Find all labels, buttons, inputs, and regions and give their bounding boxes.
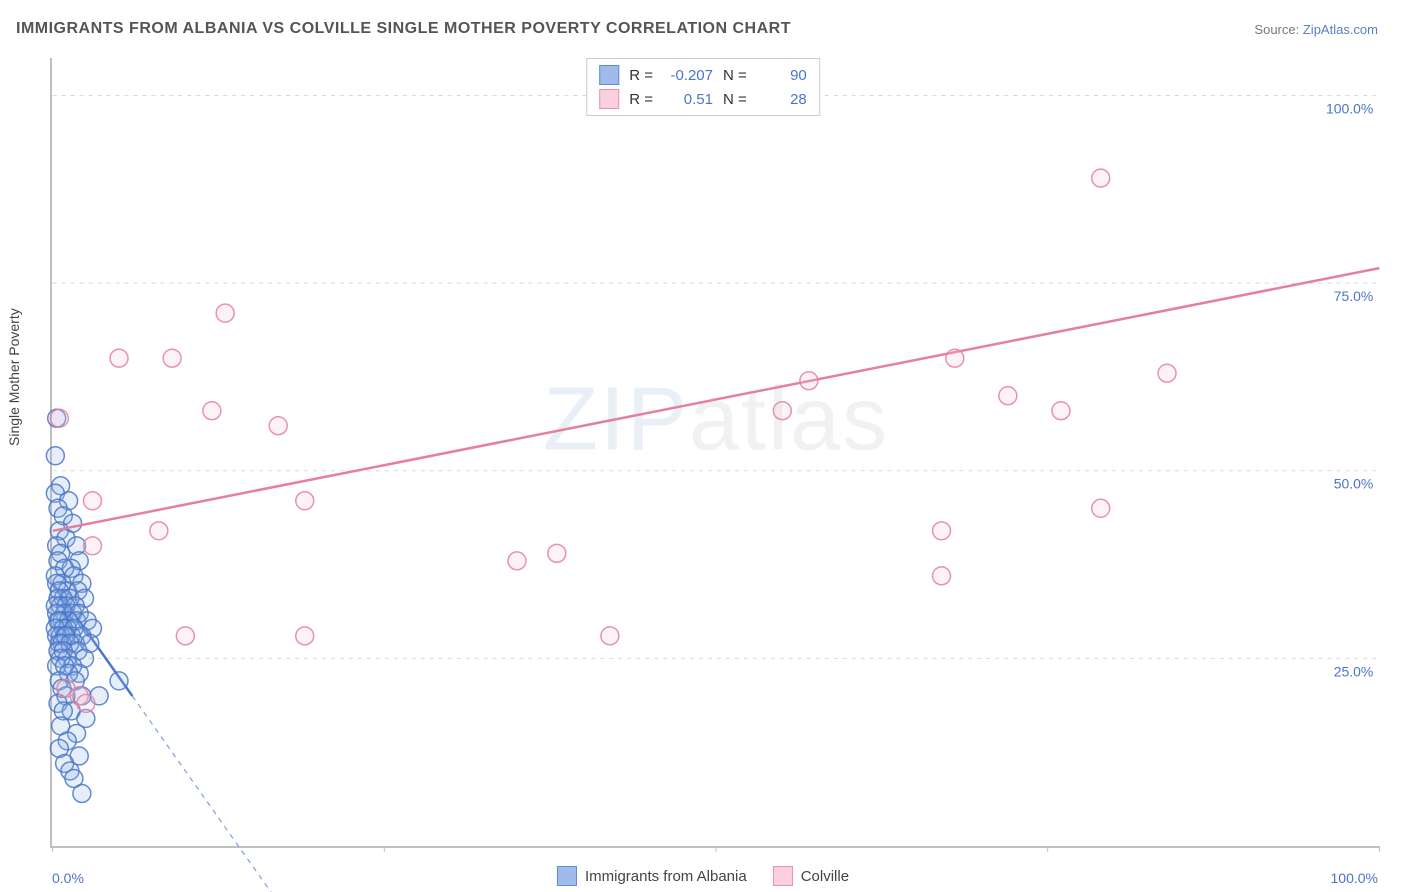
legend-series: Immigrants from Albania Colville — [557, 866, 849, 886]
legend-item-0: Immigrants from Albania — [557, 866, 747, 886]
legend-bottom-swatch-1 — [773, 866, 793, 886]
svg-text:100.0%: 100.0% — [1326, 100, 1373, 116]
plot-svg: 25.0% 50.0% 75.0% 100.0% — [52, 58, 1380, 846]
x-tick-right: 100.0% — [1331, 870, 1378, 886]
legend-item-1: Colville — [773, 866, 849, 886]
y-axis-label: Single Mother Poverty — [6, 308, 22, 446]
legend-correlation: R = -0.207 N = 90 R = 0.51 N = 28 — [586, 58, 820, 116]
svg-text:50.0%: 50.0% — [1334, 476, 1374, 492]
n-value-0: 90 — [757, 67, 807, 84]
r-value-1: 0.51 — [663, 91, 713, 108]
source-label: Source: — [1254, 22, 1299, 37]
chart-title: IMMIGRANTS FROM ALBANIA VS COLVILLE SING… — [16, 20, 791, 38]
r-value-0: -0.207 — [663, 67, 713, 84]
svg-text:25.0%: 25.0% — [1334, 663, 1374, 679]
legend-swatch-1 — [599, 89, 619, 109]
legend-bottom-label-0: Immigrants from Albania — [585, 868, 747, 885]
source-attribution: Source: ZipAtlas.com — [1254, 22, 1378, 37]
plot-area: ZIPatlas 25.0%50.0%75.0%100.0% — [50, 58, 1380, 848]
r-label-1: R = — [629, 91, 653, 108]
n-label-1: N = — [723, 91, 747, 108]
n-value-1: 28 — [757, 91, 807, 108]
legend-row-series-1: R = 0.51 N = 28 — [599, 87, 807, 111]
r-label-0: R = — [629, 67, 653, 84]
n-label-0: N = — [723, 67, 747, 84]
source-value: ZipAtlas.com — [1303, 22, 1378, 37]
legend-row-series-0: R = -0.207 N = 90 — [599, 63, 807, 87]
legend-swatch-0 — [599, 65, 619, 85]
legend-bottom-label-1: Colville — [801, 868, 849, 885]
x-tick-left: 0.0% — [52, 870, 84, 886]
legend-bottom-swatch-0 — [557, 866, 577, 886]
svg-text:75.0%: 75.0% — [1334, 288, 1374, 304]
